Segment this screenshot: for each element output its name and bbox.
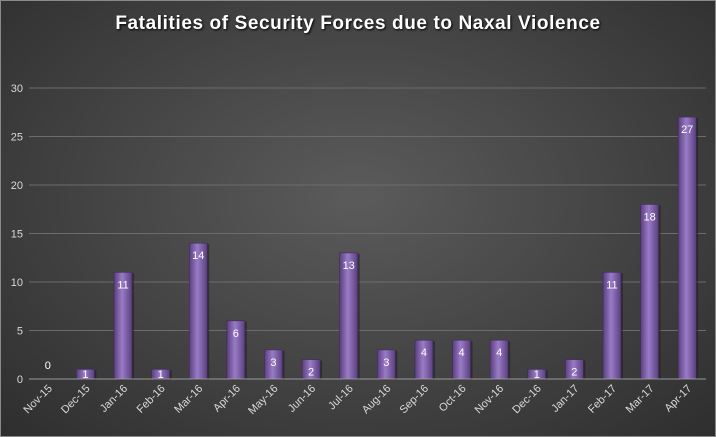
data-label: 13 bbox=[343, 260, 355, 272]
data-label: 4 bbox=[458, 347, 464, 359]
x-tick-label: Dec-15 bbox=[59, 383, 93, 417]
data-label: 6 bbox=[233, 328, 239, 340]
y-tick-label: 20 bbox=[11, 180, 23, 192]
data-label: 27 bbox=[681, 124, 693, 136]
x-tick-label: May-16 bbox=[246, 383, 280, 417]
data-label: 1 bbox=[158, 369, 164, 381]
data-label: 3 bbox=[270, 357, 276, 369]
y-axis: 0 5 10 15 20 25 30 bbox=[11, 83, 23, 386]
bars bbox=[76, 116, 699, 380]
x-tick-label: Jan-17 bbox=[549, 383, 581, 415]
bar bbox=[640, 204, 659, 380]
data-label: 11 bbox=[606, 279, 617, 291]
x-tick-label: Nov-16 bbox=[473, 383, 507, 417]
x-tick-label: Mar-17 bbox=[624, 383, 657, 416]
bar bbox=[414, 339, 434, 380]
data-label: 0 bbox=[45, 360, 51, 372]
y-tick-label: 5 bbox=[17, 326, 23, 338]
x-tick-label: Apr-17 bbox=[662, 383, 694, 415]
x-axis: Nov-15 Dec-15 Jan-16 Feb-16 Mar-16 Apr-16 May-… bbox=[21, 378, 706, 417]
x-tick-label: Jan-16 bbox=[98, 383, 130, 415]
bar bbox=[452, 339, 471, 380]
data-label: 18 bbox=[643, 211, 655, 223]
y-tick-label: 25 bbox=[11, 132, 23, 144]
bar bbox=[677, 116, 697, 380]
data-label: 3 bbox=[383, 357, 389, 369]
x-tick-label: Dec-16 bbox=[510, 383, 544, 417]
bar bbox=[489, 339, 509, 380]
bar bbox=[188, 242, 208, 380]
data-label: 11 bbox=[117, 279, 128, 291]
data-label: 2 bbox=[571, 367, 577, 379]
x-tick-label: Nov-15 bbox=[21, 383, 55, 417]
y-tick-label: 30 bbox=[11, 83, 23, 95]
x-tick-label: Aug-16 bbox=[360, 383, 394, 417]
gridlines bbox=[29, 87, 706, 331]
x-tick-label: Mar-16 bbox=[172, 383, 205, 416]
data-label: 1 bbox=[82, 369, 88, 381]
y-tick-label: 0 bbox=[17, 374, 23, 386]
y-tick-label: 15 bbox=[11, 229, 23, 241]
x-tick-label: Feb-16 bbox=[135, 383, 168, 416]
data-label: 4 bbox=[496, 347, 502, 359]
x-tick-label: Feb-17 bbox=[586, 383, 619, 416]
data-label: 14 bbox=[192, 250, 204, 262]
data-label: 1 bbox=[534, 369, 540, 381]
data-label: 2 bbox=[308, 367, 314, 379]
x-tick-label: Oct-16 bbox=[437, 383, 469, 415]
y-tick-label: 10 bbox=[11, 277, 23, 289]
x-tick-label: Apr-16 bbox=[211, 383, 243, 415]
x-tick-label: Sep-16 bbox=[397, 383, 431, 417]
data-label: 4 bbox=[421, 347, 427, 359]
x-tick-label: Jun-16 bbox=[286, 383, 318, 415]
chart-title: Fatalities of Security Forces due to Nax… bbox=[115, 13, 601, 34]
x-tick-label: Jul-16 bbox=[326, 383, 356, 413]
